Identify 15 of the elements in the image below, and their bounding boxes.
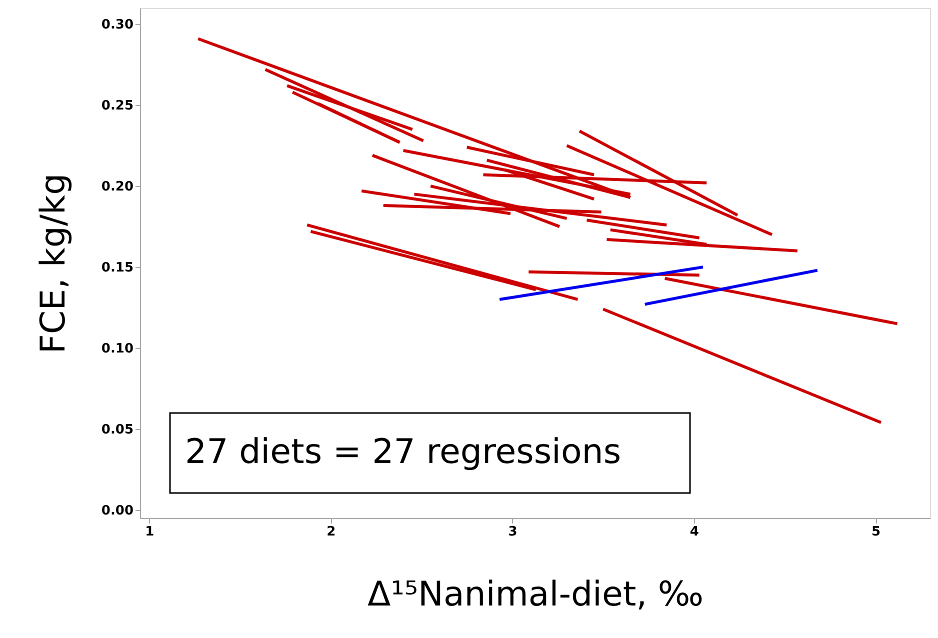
x-axis-title: Δ¹⁵Nanimal-diet, ‰ xyxy=(368,574,704,614)
y-tick-label: 0.15 xyxy=(101,260,134,276)
y-tick-label: 0.10 xyxy=(101,342,134,356)
x-tick-label: 3 xyxy=(508,524,518,540)
annotation: 27 diets = 27 regressions xyxy=(185,432,622,472)
y-tick-label: 0.25 xyxy=(101,98,134,114)
y-tick-label: 0.00 xyxy=(101,503,134,518)
y-tick-label: 0.20 xyxy=(101,180,134,195)
x-tick-label: 4 xyxy=(690,524,699,540)
x-tick-label: 5 xyxy=(871,524,881,540)
y-tick-label: 0.05 xyxy=(101,422,134,438)
y-tick-label: 0.30 xyxy=(101,18,134,33)
x-tick-label: 1 xyxy=(145,524,154,540)
y-axis-title: FCE, kg/kg xyxy=(33,173,74,354)
x-tick-label: 2 xyxy=(326,524,336,540)
